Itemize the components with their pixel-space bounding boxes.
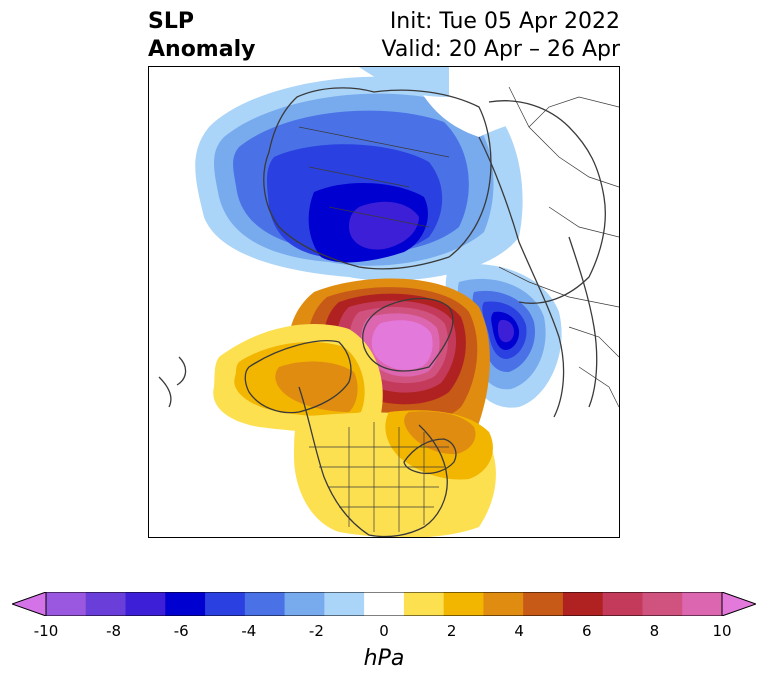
political-borders [298, 86, 619, 532]
colorbar-tick-label: -6 [173, 622, 189, 640]
map-title: SLP Anomaly [148, 8, 255, 64]
colorbar-cell [85, 592, 127, 616]
colorbar-tick-label: -4 [241, 622, 257, 640]
colorbar-tick-label: 8 [649, 622, 660, 640]
colorbar-cell [244, 592, 286, 616]
positive-anomaly-us [294, 410, 496, 537]
colorbar-ticks: -10 -8 -6 -4 -2 0 2 4 6 8 10 [0, 622, 768, 644]
colorbar-cell [602, 592, 643, 616]
colorbar-cell [523, 592, 564, 616]
title-variable-line1: SLP [148, 9, 194, 34]
colorbar-cell [682, 592, 723, 616]
colorbar-tick-label: -2 [308, 622, 324, 640]
colorbar-cell [324, 592, 365, 616]
colorbar-cell [125, 592, 166, 616]
colorbar-cell [642, 592, 683, 616]
map-canvas [149, 67, 619, 537]
negative-anomaly-arctic [195, 76, 523, 281]
colorbar-tick-label: -10 [33, 622, 59, 640]
colorbar-cell [562, 592, 604, 616]
map-dates: Init: Tue 05 Apr 2022 Valid: 20 Apr – 26… [382, 8, 621, 64]
colorbar-cell [443, 592, 484, 616]
positive-anomaly-pacific [213, 324, 383, 432]
slp-anomaly-map [148, 66, 620, 538]
colorbar-cell [46, 592, 87, 616]
colorbar-tick-label: 0 [379, 622, 389, 640]
colorbar-outline [45, 592, 723, 616]
colorbar-cell [364, 592, 405, 616]
init-date-label: Init: Tue 05 Apr 2022 [389, 9, 620, 34]
colorbar-tick-label: 6 [582, 622, 592, 640]
colorbar-tick-label: 2 [446, 622, 457, 640]
colorbar-tick-label: 10 [712, 622, 732, 640]
colorbar-extend-min [12, 592, 47, 616]
colorbar-extend-max [721, 592, 756, 616]
title-variable-line2: Anomaly [148, 37, 256, 62]
coastlines [158, 87, 606, 537]
colorbar-cell [483, 592, 524, 616]
valid-range-label: Valid: 20 Apr – 26 Apr [381, 37, 621, 62]
colorbar-unit-label: hPa [363, 646, 405, 671]
negative-anomaly-band [359, 67, 619, 137]
colorbar-tick-label: 4 [514, 622, 524, 640]
colorbar-cell [403, 592, 445, 616]
colorbar-cell [284, 592, 325, 616]
colorbar-cell [165, 592, 206, 616]
colorbar-tick-label: -8 [106, 622, 122, 640]
colorbar [12, 592, 756, 616]
colorbar-cell [205, 592, 246, 616]
